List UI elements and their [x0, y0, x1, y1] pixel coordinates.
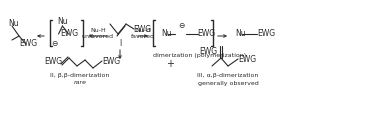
Text: ⊖: ⊖ — [51, 40, 57, 48]
Text: Nu-H: Nu-H — [90, 27, 106, 32]
Text: Nu: Nu — [57, 17, 68, 27]
Text: ⊖: ⊖ — [178, 21, 184, 30]
Text: EWG: EWG — [257, 30, 275, 38]
Text: III, α,β-dimerization: III, α,β-dimerization — [197, 74, 259, 78]
Text: EWG: EWG — [60, 30, 78, 38]
Text: Nu: Nu — [9, 19, 19, 29]
Text: unfavored: unfavored — [82, 34, 114, 40]
Text: EWG: EWG — [102, 57, 120, 65]
Text: EWG: EWG — [133, 25, 151, 34]
Text: Nu-H: Nu-H — [135, 27, 151, 32]
Text: EWG: EWG — [44, 57, 62, 67]
Text: EWG: EWG — [199, 48, 217, 57]
Text: rare: rare — [73, 80, 87, 86]
Text: EWG: EWG — [19, 40, 37, 48]
Text: EWG: EWG — [238, 55, 256, 63]
Text: generally observed: generally observed — [198, 80, 258, 86]
Text: I: I — [119, 38, 121, 48]
Text: EWG: EWG — [197, 30, 215, 38]
Text: +: + — [166, 59, 174, 69]
Text: favored: favored — [131, 34, 155, 40]
Text: Nu: Nu — [161, 30, 172, 38]
Text: dimerization (polymerization): dimerization (polymerization) — [153, 53, 247, 57]
Text: Nu: Nu — [235, 30, 246, 38]
Text: II, β,β-dimerization: II, β,β-dimerization — [50, 74, 110, 78]
